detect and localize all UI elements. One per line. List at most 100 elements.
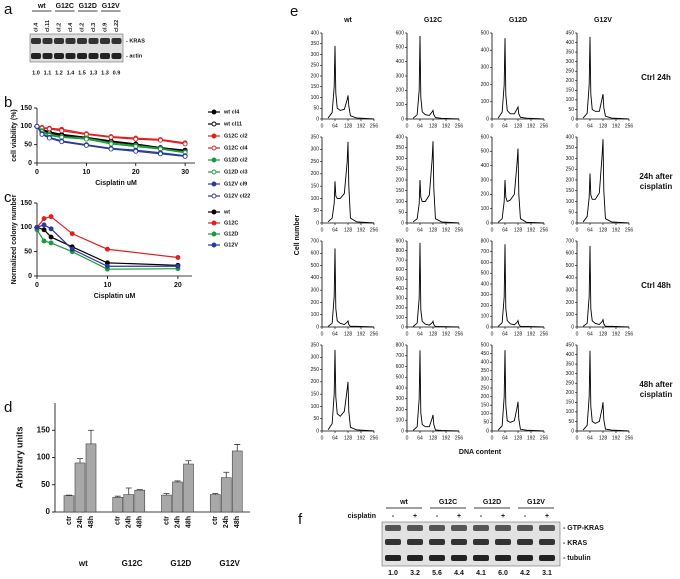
band bbox=[451, 539, 467, 545]
x-tick-label: 10 bbox=[82, 169, 90, 176]
y-tick-label: 100 bbox=[311, 95, 320, 101]
x-tick-label: 256 bbox=[625, 123, 634, 129]
x-tick-label: ctr bbox=[163, 516, 170, 525]
x-tick-label: 128 bbox=[599, 331, 608, 337]
y-tick-label: 200 bbox=[481, 192, 490, 198]
y-tick-label: 400 bbox=[396, 134, 405, 140]
y-tick-label: 300 bbox=[566, 371, 575, 377]
treatment-sign: - bbox=[524, 513, 527, 520]
point bbox=[182, 153, 188, 159]
y-tick-label: 600 bbox=[481, 260, 490, 266]
y-tick-label: 100 bbox=[396, 315, 405, 321]
x-tick-label: 192 bbox=[357, 123, 366, 129]
x-axis-label: DNA content bbox=[459, 449, 502, 456]
x-tick-label: 48h bbox=[234, 516, 241, 528]
error-bar bbox=[185, 460, 192, 465]
legend-label: G12C cl2 bbox=[224, 133, 248, 139]
panel-letter: f bbox=[298, 511, 303, 528]
histogram-line bbox=[582, 139, 630, 224]
x-tick-label: 64 bbox=[502, 123, 508, 129]
y-tick-label: 0 bbox=[401, 220, 404, 226]
ratio: 1.4 bbox=[67, 70, 76, 76]
y-tick-label: 0 bbox=[571, 220, 574, 226]
y-tick-label: 400 bbox=[481, 48, 490, 54]
x-tick-label: 256 bbox=[540, 123, 549, 129]
y-tick-label: 300 bbox=[566, 287, 575, 293]
histogram-line bbox=[497, 244, 545, 328]
x-tick-label: 128 bbox=[344, 331, 353, 337]
x-tick-label: 128 bbox=[344, 227, 353, 233]
x-tick-label: 64 bbox=[332, 123, 338, 129]
band bbox=[54, 38, 64, 44]
bar bbox=[134, 489, 146, 513]
y-tick-label: 150 bbox=[396, 188, 405, 194]
panel-letter: d bbox=[4, 399, 12, 416]
x-tick-label: 128 bbox=[514, 435, 523, 441]
x-tick-label: 24h bbox=[77, 516, 84, 528]
y-tick-label: 300 bbox=[481, 65, 490, 71]
point bbox=[41, 238, 47, 244]
band bbox=[539, 555, 555, 561]
y-tick-label: 700 bbox=[396, 353, 405, 359]
bar bbox=[220, 477, 232, 513]
x-tick-label: 64 bbox=[417, 123, 423, 129]
histogram-line bbox=[327, 141, 375, 224]
y-tick-label: 250 bbox=[396, 167, 405, 173]
y-tick-label: 450 bbox=[566, 342, 575, 348]
y-tick-label: 50 bbox=[483, 420, 489, 426]
y-tick-label: 100 bbox=[311, 404, 320, 410]
histogram-line bbox=[327, 248, 375, 328]
y-tick-label: 350 bbox=[566, 49, 575, 55]
point bbox=[105, 263, 110, 269]
column-label: wt bbox=[343, 17, 352, 24]
y-tick-label: 500 bbox=[311, 263, 320, 269]
treatment-sign: - bbox=[480, 513, 483, 520]
point bbox=[133, 148, 139, 154]
x-tick-label: 128 bbox=[344, 123, 353, 129]
y-tick-label: 0 bbox=[316, 428, 319, 434]
error-bar bbox=[136, 489, 143, 491]
legend-marker bbox=[211, 242, 217, 248]
y-tick-label: 0 bbox=[571, 324, 574, 330]
error-bar bbox=[234, 444, 241, 451]
lane-label: cl.3 bbox=[91, 23, 97, 32]
y-tick-label: 400 bbox=[481, 281, 490, 287]
y-tick-label: 150 bbox=[481, 403, 490, 409]
y-tick-label: 250 bbox=[481, 385, 490, 391]
band bbox=[473, 539, 489, 545]
histogram-line bbox=[327, 349, 375, 432]
group-label: G12C bbox=[56, 3, 74, 10]
ratio: 4.2 bbox=[520, 570, 530, 577]
point bbox=[59, 128, 65, 134]
treatment-sign: + bbox=[545, 513, 549, 520]
histogram-line bbox=[497, 38, 545, 120]
y-tick-label: 200 bbox=[396, 88, 405, 94]
y-tick-label: 0 bbox=[316, 220, 319, 226]
y-tick-label: 600 bbox=[311, 251, 320, 257]
point bbox=[175, 263, 181, 269]
x-tick-label: 256 bbox=[625, 435, 634, 441]
legend-marker bbox=[211, 193, 217, 199]
y-tick-label: 300 bbox=[396, 396, 405, 402]
y-tick-label: 300 bbox=[566, 156, 575, 162]
legend-label: wt cl11 bbox=[223, 121, 242, 127]
band bbox=[88, 53, 99, 59]
point bbox=[41, 227, 47, 233]
legend-marker bbox=[211, 157, 217, 163]
y-tick-label: 150 bbox=[566, 400, 575, 406]
point bbox=[108, 141, 114, 147]
y-tick-label: 0 bbox=[401, 324, 404, 330]
band bbox=[539, 525, 555, 531]
y-tick-label: 600 bbox=[396, 364, 405, 370]
x-tick-label: 0 bbox=[491, 435, 494, 441]
band bbox=[42, 38, 53, 44]
histogram-line bbox=[412, 242, 460, 328]
point bbox=[34, 224, 40, 230]
point bbox=[157, 137, 163, 143]
y-tick-label: 500 bbox=[481, 149, 490, 155]
ratio: 3.1 bbox=[542, 570, 552, 577]
y-tick-label: 500 bbox=[396, 375, 405, 381]
legend-marker bbox=[211, 209, 217, 215]
y-tick-label: 450 bbox=[481, 351, 490, 357]
